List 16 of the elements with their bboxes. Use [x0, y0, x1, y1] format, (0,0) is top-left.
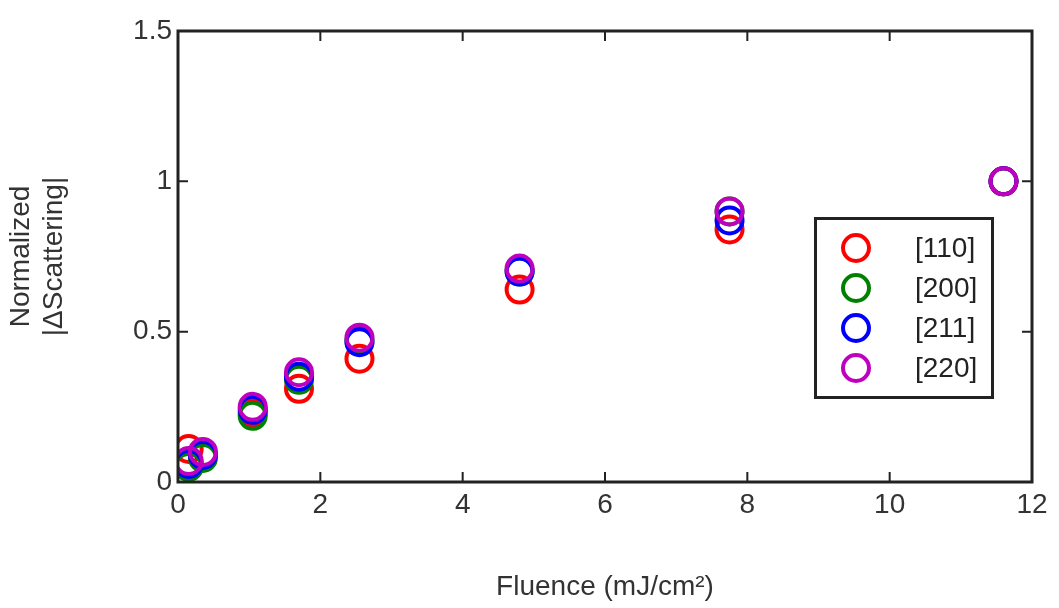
y-tick-label: 0 — [156, 464, 172, 496]
y-axis-title: Normalized |ΔScattering| — [3, 176, 69, 337]
y-tick-label: 0.5 — [133, 314, 172, 346]
y-tick-label: 1 — [156, 164, 172, 196]
x-axis-title: Fluence (mJ/cm²) — [496, 569, 714, 601]
x-tick-label: 2 — [312, 487, 329, 519]
y-tick-label: 1.5 — [133, 13, 172, 45]
x-tick-label: 10 — [874, 487, 906, 519]
legend-label: [200] — [915, 271, 978, 304]
legend-label: [110] — [915, 231, 976, 264]
x-tick-label: 12 — [1016, 487, 1048, 519]
x-tick-label: 8 — [739, 487, 756, 519]
legend-label: [211] — [915, 311, 976, 344]
x-tick-label: 6 — [597, 487, 613, 519]
x-tick-label: 4 — [454, 487, 471, 519]
legend-label: [220] — [915, 351, 978, 384]
